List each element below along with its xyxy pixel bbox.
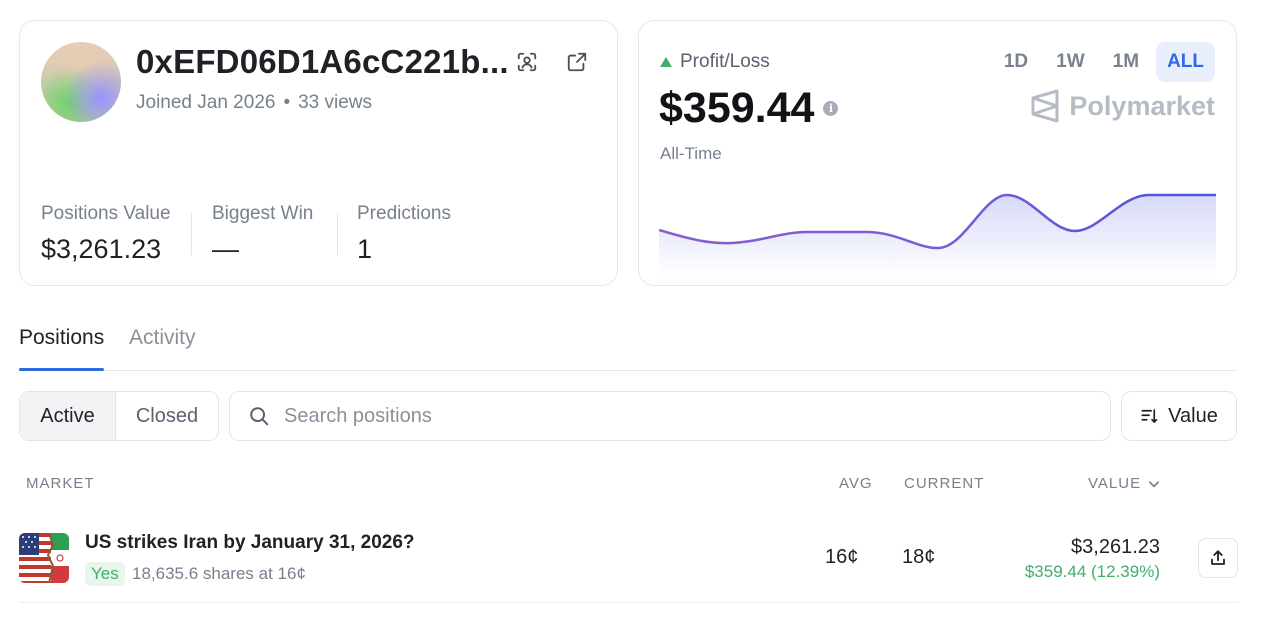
position-pnl: $359.44 (12.39%)	[1024, 562, 1160, 581]
stat-value: 1	[357, 234, 373, 264]
tab-positions[interactable]: Positions	[19, 326, 105, 349]
stat-biggest-win: Biggest Win —	[212, 203, 313, 265]
filter-active-button[interactable]: Active	[20, 392, 116, 440]
stat-predictions: Predictions 1	[357, 203, 451, 265]
range-1w[interactable]: 1W	[1056, 51, 1085, 72]
tab-bar: Positions Activity	[19, 322, 1238, 371]
separator-dot: •	[283, 92, 291, 113]
chevron-down-icon	[1149, 480, 1160, 487]
stat-label: Predictions	[357, 203, 451, 224]
polymarket-logo-icon	[1031, 89, 1059, 123]
external-link-icon[interactable]	[564, 49, 590, 75]
pnl-value: $359.44 i	[659, 84, 839, 133]
view-count: 33 views	[298, 92, 373, 113]
range-1m[interactable]: 1M	[1112, 51, 1140, 72]
search-box	[229, 391, 1111, 441]
sort-button[interactable]: Value	[1121, 391, 1237, 441]
header-market: MARKET	[26, 475, 95, 492]
share-upload-icon[interactable]	[1198, 538, 1238, 578]
table-row[interactable]: US strikes Iran by January 31, 2026? Yes…	[19, 512, 1238, 603]
avatar	[41, 42, 121, 122]
sparkline-line	[659, 193, 1216, 250]
market-title[interactable]: US strikes Iran by January 31, 2026?	[85, 532, 415, 553]
shares-info: 18,635.6 shares at 16¢	[132, 564, 306, 583]
wallet-address: 0xEFD06D1A6cC221b...	[136, 43, 509, 80]
range-1d[interactable]: 1D	[1003, 51, 1029, 72]
range-all[interactable]: ALL	[1156, 42, 1215, 82]
divider	[191, 213, 192, 255]
scan-qr-icon[interactable]	[514, 49, 540, 75]
stat-value: $3,261.23	[41, 234, 162, 264]
header-value-sort[interactable]: VALUE	[1088, 475, 1161, 492]
current-price: 18¢	[902, 546, 936, 568]
header-value: VALUE	[1088, 475, 1142, 492]
market-thumbnail	[19, 533, 69, 583]
status-segmented-control: Active Closed	[19, 391, 219, 441]
profile-card: 0xEFD06D1A6cC221b... Joined Jan 2026 • 33 …	[19, 20, 618, 286]
sort-icon	[1141, 409, 1158, 423]
range-selector: 1D 1W 1M ALL	[993, 42, 1215, 82]
active-tab-indicator	[19, 368, 104, 371]
pnl-amount: $359.44	[659, 84, 815, 132]
search-icon	[250, 407, 269, 426]
search-input[interactable]	[284, 404, 1044, 428]
pnl-label-text: Profit/Loss	[680, 51, 770, 72]
stat-label: Positions Value	[41, 203, 171, 224]
outcome-badge: Yes	[85, 562, 125, 586]
sort-label: Value	[1168, 404, 1218, 427]
stat-value: —	[212, 234, 239, 264]
tab-activity[interactable]: Activity	[129, 326, 196, 349]
pnl-sparkline-chart	[659, 193, 1216, 276]
pnl-period: All-Time	[660, 144, 722, 163]
stat-positions-value: Positions Value $3,261.23	[41, 203, 171, 265]
info-icon[interactable]: i	[823, 101, 839, 116]
brand-name: Polymarket	[1069, 90, 1215, 121]
pnl-card: Profit/Loss 1D 1W 1M ALL $359.44 i All-T…	[638, 20, 1237, 286]
profile-meta: Joined Jan 2026 • 33 views	[136, 92, 372, 114]
triangle-up-icon	[660, 57, 672, 67]
position-value: $3,261.23	[1071, 536, 1160, 558]
avg-price: 16¢	[825, 546, 859, 568]
header-avg: AVG	[839, 475, 873, 492]
header-current: CURRENT	[904, 475, 985, 492]
divider	[337, 213, 338, 255]
filter-closed-button[interactable]: Closed	[135, 404, 199, 427]
polymarket-brand: Polymarket	[1031, 89, 1215, 123]
joined-date: Joined Jan 2026	[136, 92, 276, 113]
stat-label: Biggest Win	[212, 203, 314, 224]
sparkline-area	[659, 195, 1216, 276]
pnl-label: Profit/Loss	[660, 51, 770, 73]
